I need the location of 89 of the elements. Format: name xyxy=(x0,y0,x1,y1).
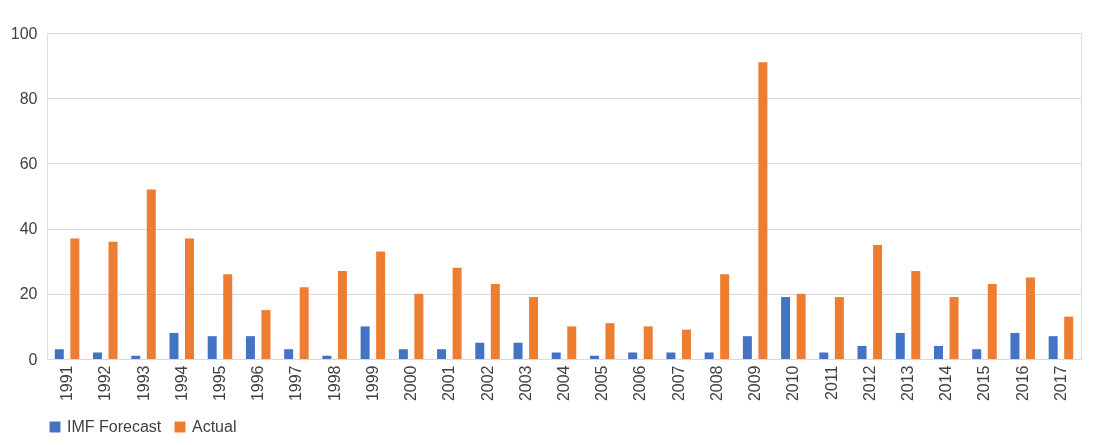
y-tick-label: 80 xyxy=(19,89,38,107)
bar xyxy=(93,352,103,359)
bar xyxy=(933,345,943,359)
x-tick-label: 2005 xyxy=(593,365,611,402)
x-tick-label: 1998 xyxy=(325,365,343,402)
bar xyxy=(681,329,691,359)
bar xyxy=(1048,336,1058,359)
bar xyxy=(398,349,408,359)
x-tick-label: 1995 xyxy=(210,365,228,402)
bar xyxy=(223,274,233,359)
x-tick-label: 2011 xyxy=(822,365,840,400)
y-tick-label: 20 xyxy=(19,285,38,303)
bar xyxy=(834,297,844,359)
bar xyxy=(299,287,309,359)
bar xyxy=(589,355,599,359)
x-tick-label: 2015 xyxy=(975,365,993,402)
x-tick-label: 1997 xyxy=(287,365,305,402)
x-tick-label: 1994 xyxy=(172,365,190,402)
y-tick-label: 100 xyxy=(10,24,38,42)
bar xyxy=(987,284,997,359)
bar xyxy=(376,251,386,359)
bar xyxy=(1025,277,1035,359)
bar xyxy=(529,297,539,359)
bar xyxy=(873,244,883,359)
bar xyxy=(360,326,370,359)
bar xyxy=(720,274,730,359)
bar xyxy=(781,297,791,359)
bar xyxy=(322,355,332,359)
bar xyxy=(796,293,806,359)
y-tick-label: 0 xyxy=(28,350,38,368)
x-tick-label: 2006 xyxy=(631,365,649,402)
bar xyxy=(857,345,867,359)
y-tick-label: 60 xyxy=(19,154,38,172)
bar xyxy=(261,310,271,359)
x-tick-label: 2000 xyxy=(402,365,420,402)
bar xyxy=(146,189,156,359)
x-tick-label: 1996 xyxy=(249,365,267,402)
bar xyxy=(551,352,561,359)
bar xyxy=(666,352,676,359)
bar xyxy=(54,349,64,359)
bar xyxy=(131,355,141,359)
x-tick-label: 2007 xyxy=(669,365,687,402)
x-tick-label: 2014 xyxy=(937,365,955,402)
x-tick-label: 2012 xyxy=(860,365,878,402)
x-tick-label: 2004 xyxy=(555,365,572,402)
bar xyxy=(819,352,829,359)
x-tick-label: 2002 xyxy=(478,365,496,402)
x-tick-label: 2013 xyxy=(899,365,917,402)
bar xyxy=(245,336,255,359)
bar xyxy=(1010,332,1020,359)
legend-label: IMF Forecast xyxy=(67,418,162,435)
y-tick-label: 40 xyxy=(19,220,38,238)
bar xyxy=(108,241,118,359)
bar xyxy=(452,267,462,359)
bar xyxy=(949,297,959,359)
x-tick-label: 2003 xyxy=(516,365,534,402)
bar xyxy=(169,332,179,359)
bar xyxy=(70,238,80,359)
bar xyxy=(185,238,195,359)
x-tick-label: 1999 xyxy=(363,365,381,402)
bar xyxy=(895,332,905,359)
bar xyxy=(207,336,217,359)
x-tick-label: 2017 xyxy=(1051,365,1069,402)
bar xyxy=(972,349,982,359)
x-tick-label: 1991 xyxy=(58,365,76,402)
x-tick-label: 2010 xyxy=(784,365,802,402)
bar xyxy=(490,284,500,359)
bar xyxy=(911,270,921,359)
bar xyxy=(605,323,615,359)
x-tick-label: 2001 xyxy=(440,365,458,402)
bar xyxy=(414,293,424,359)
bar xyxy=(758,62,768,359)
legend-label: Actual xyxy=(192,418,237,435)
x-tick-label: 1993 xyxy=(134,365,152,402)
bar xyxy=(643,326,653,359)
x-tick-label: 2009 xyxy=(746,365,764,402)
x-tick-label: 1992 xyxy=(96,365,114,402)
bar xyxy=(475,342,485,359)
bar xyxy=(742,336,752,359)
x-tick-label: 2008 xyxy=(707,365,725,402)
bar xyxy=(567,326,577,359)
bar xyxy=(337,270,347,359)
bar xyxy=(704,352,714,359)
bar xyxy=(284,349,294,359)
x-tick-label: 2016 xyxy=(1013,365,1031,402)
bar xyxy=(628,352,638,359)
bar xyxy=(1064,316,1074,359)
bar xyxy=(513,342,523,359)
bar xyxy=(437,349,447,359)
